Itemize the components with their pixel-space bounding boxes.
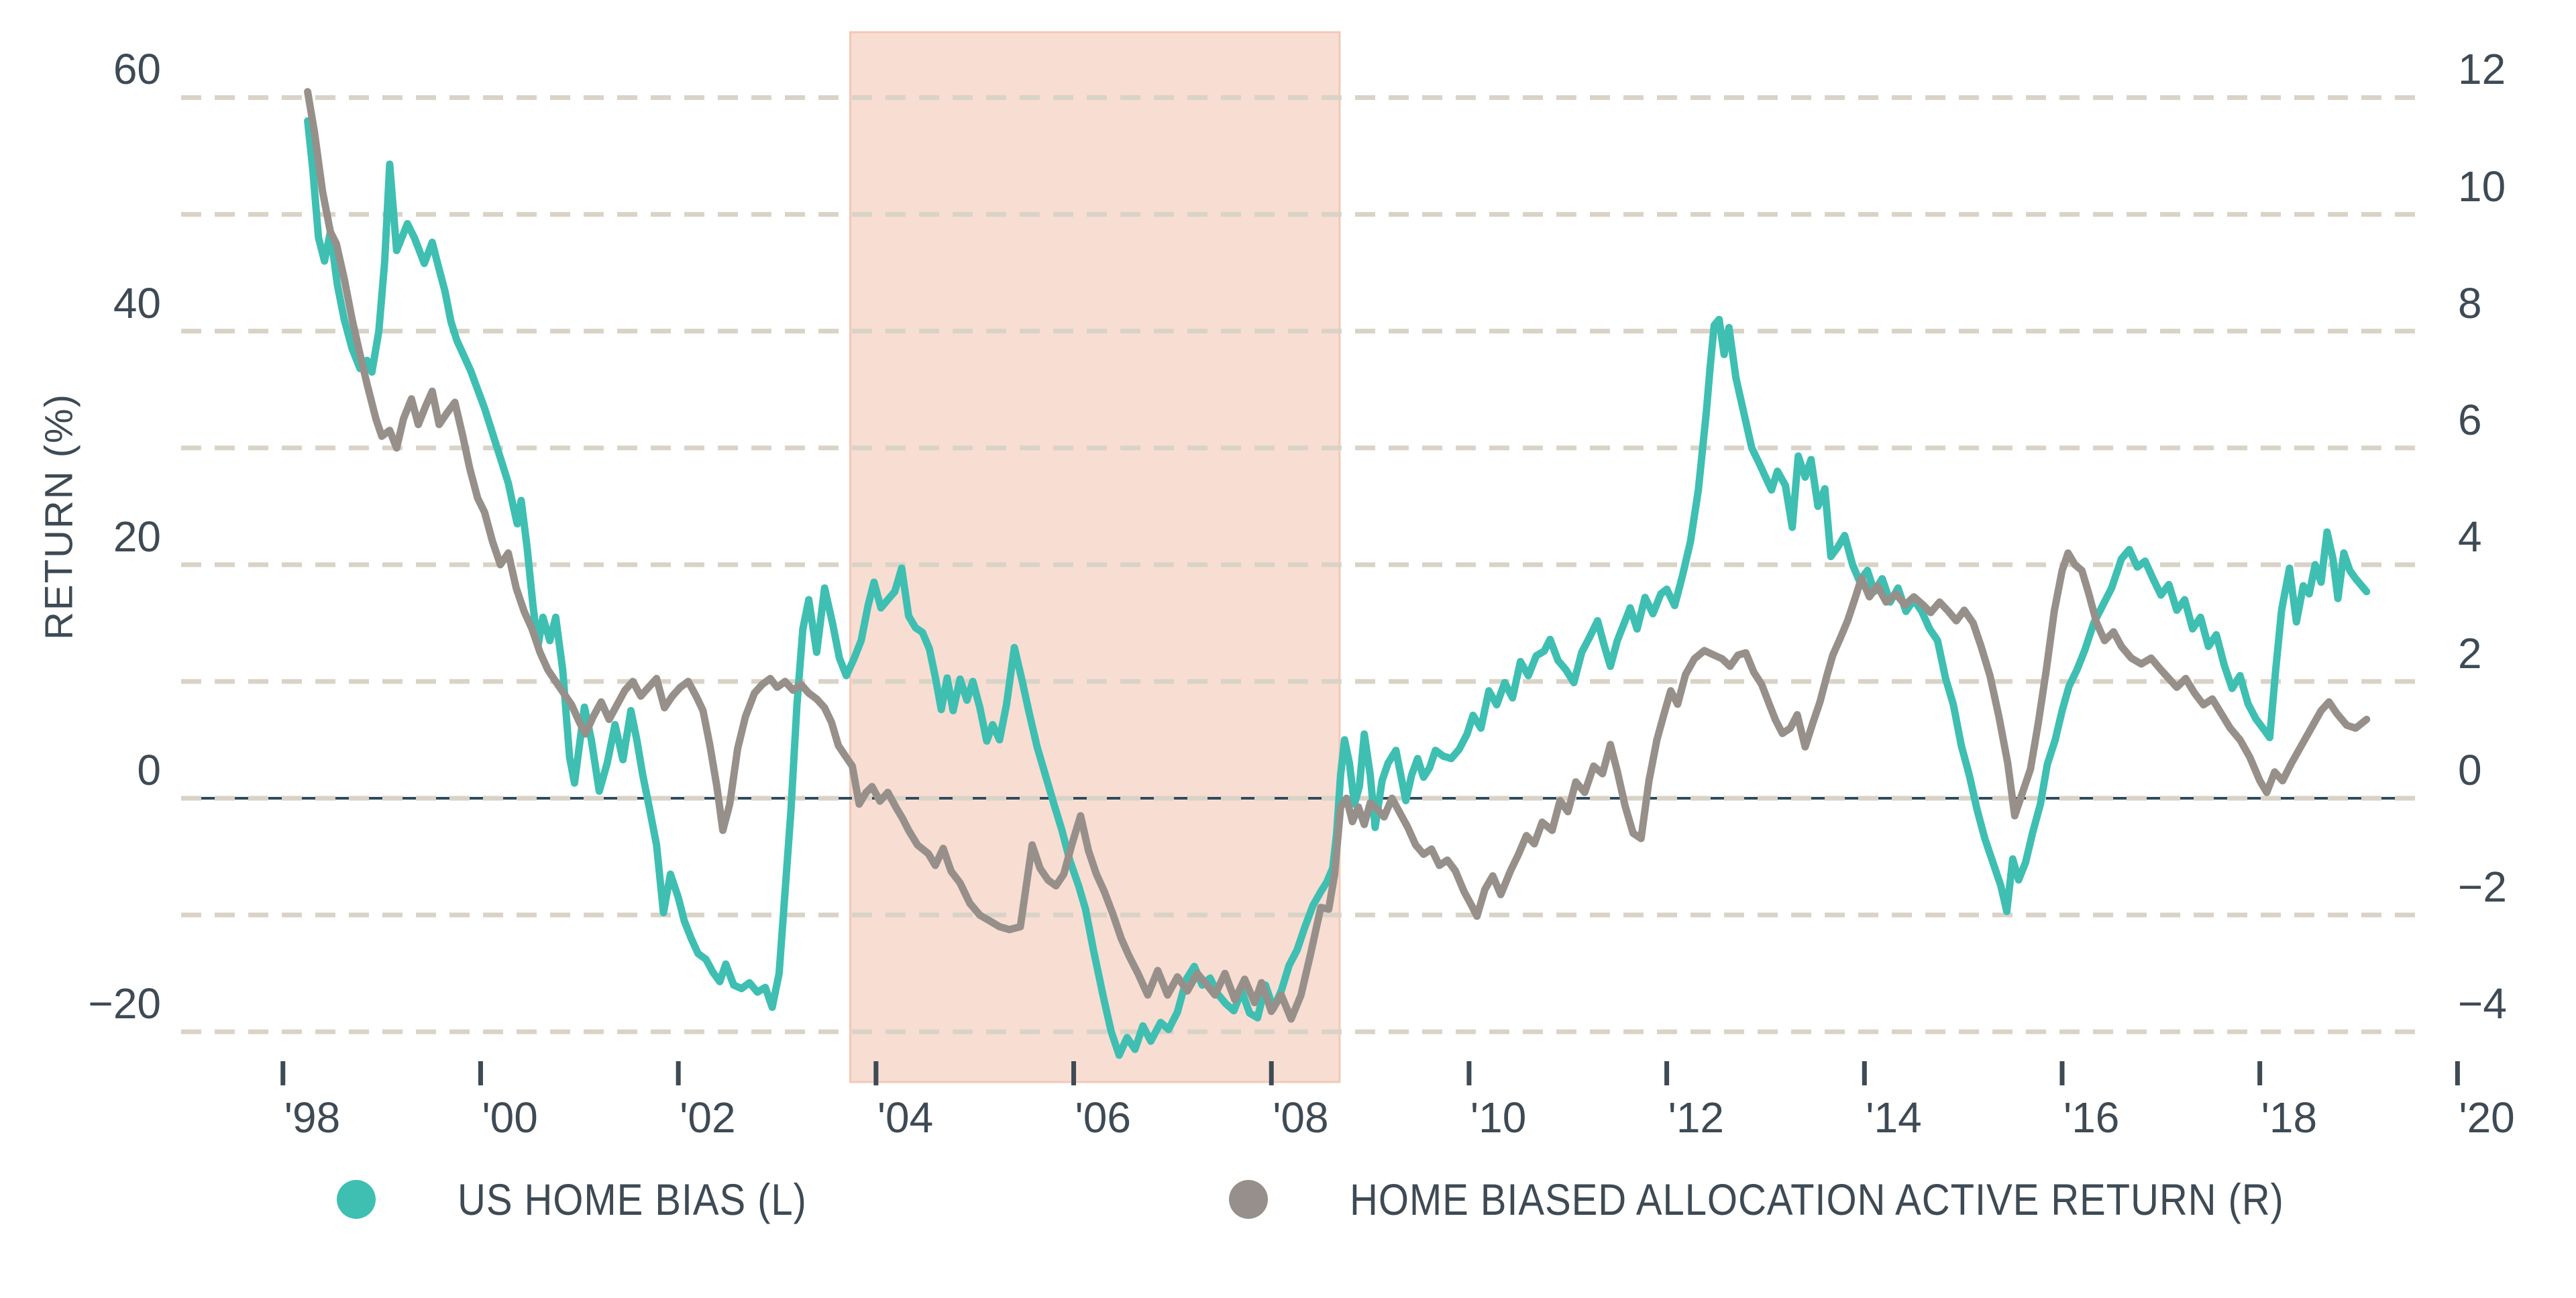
- highlight-band: [849, 31, 1341, 1083]
- x-tick-mark: [676, 1061, 681, 1085]
- x-tick-mark: [2257, 1061, 2263, 1085]
- y-left-tick-label: 60: [113, 45, 161, 94]
- y-right-tick-label: 6: [2458, 395, 2482, 444]
- x-tick-label: '20: [2459, 1093, 2515, 1142]
- x-tick-mark: [478, 1061, 483, 1085]
- y-right-tick-label: 0: [2458, 745, 2482, 794]
- y-right-tick-label: 10: [2458, 162, 2506, 211]
- y-right-tick-label: 2: [2458, 629, 2482, 678]
- x-tick-mark: [280, 1061, 286, 1085]
- x-tick-mark: [1466, 1061, 1472, 1085]
- legend-dot-teal-icon: [337, 1180, 376, 1219]
- legend-item-us-home-bias: US HOME BIAS (L): [337, 1162, 855, 1237]
- legend-dot-gray-icon: [1229, 1180, 1268, 1219]
- x-tick-label: '12: [1668, 1093, 1724, 1142]
- x-tick-mark: [1269, 1061, 1274, 1085]
- y-right-tick-label: 4: [2458, 512, 2482, 561]
- y-left-tick-label: 20: [113, 512, 161, 561]
- x-tick-mark: [2059, 1061, 2065, 1085]
- x-tick-mark: [2455, 1061, 2460, 1085]
- x-tick-mark: [1071, 1061, 1077, 1085]
- x-tick-mark: [873, 1061, 879, 1085]
- y-right-tick-label: −2: [2458, 863, 2507, 912]
- x-tick-label: '04: [877, 1093, 934, 1142]
- y-right-tick-label: −4: [2458, 979, 2507, 1028]
- x-tick-label: '10: [1470, 1093, 1527, 1142]
- y-left-tick-label: 40: [113, 278, 161, 327]
- y-left-tick-label: 0: [137, 745, 161, 794]
- x-tick-mark: [1664, 1061, 1670, 1085]
- x-tick-label: '00: [482, 1093, 538, 1142]
- x-tick-label: '14: [1866, 1093, 1922, 1142]
- x-tick-label: '08: [1273, 1093, 1329, 1142]
- x-tick-label: '16: [2063, 1093, 2120, 1142]
- x-tick-label: '06: [1075, 1093, 1131, 1142]
- x-tick-label: '02: [680, 1093, 736, 1142]
- x-tick-label: '98: [284, 1093, 341, 1142]
- legend-label: US HOME BIAS (L): [458, 1175, 807, 1224]
- legend-item-active-return: HOME BIASED ALLOCATION ACTIVE RETURN (R): [1229, 1162, 2412, 1237]
- y-left-tick-label: −20: [88, 979, 161, 1028]
- y-right-tick-label: 12: [2458, 45, 2506, 94]
- chart-legend: US HOME BIAS (L) HOME BIASED ALLOCATION …: [0, 1162, 2576, 1242]
- x-tick-mark: [1862, 1061, 1867, 1085]
- series-line-active-return: [304, 88, 2371, 1023]
- y-right-tick-label: 8: [2458, 278, 2482, 327]
- legend-label: HOME BIASED ALLOCATION ACTIVE RETURN (R): [1350, 1175, 2284, 1224]
- x-tick-label: '18: [2261, 1093, 2318, 1142]
